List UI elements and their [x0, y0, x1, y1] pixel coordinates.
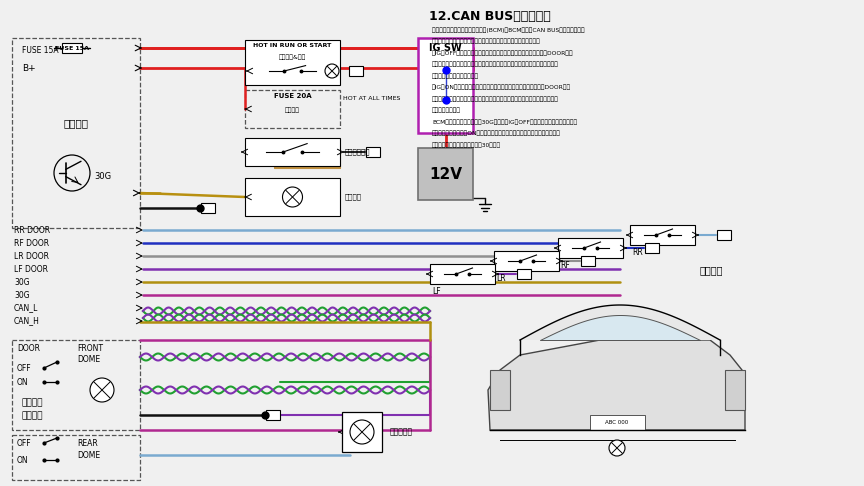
Text: 車門開關: 車門開關: [700, 265, 723, 275]
Text: 當IG在OFF狀態，車身電腦接收到任一車門開啟訊號，室內燈模組在DOOR位置: 當IG在OFF狀態，車身電腦接收到任一車門開啟訊號，室內燈模組在DOOR位置: [432, 50, 574, 55]
Bar: [245, 90, 340, 128]
Text: 置物箱燈&閱讀: 置物箱燈&閱讀: [279, 54, 306, 60]
Text: DOOR: DOOR: [17, 344, 40, 352]
Text: 起，當然現代的決車室內燈模組還典任其它功能，如天窗控制等等。: 起，當然現代的決車室內燈模組還典任其它功能，如天窗控制等等。: [432, 38, 541, 44]
Text: 後車廂燈開關: 後車廂燈開關: [345, 149, 371, 156]
Bar: [62, 43, 82, 53]
Text: ON: ON: [17, 455, 29, 465]
Text: DOME: DOME: [77, 354, 100, 364]
Text: LF: LF: [432, 287, 441, 296]
Text: 車輝沒電，燄燈延遲時間可來到30分鐘。: 車輝沒電，燄燈延遲時間可來到30分鐘。: [432, 142, 501, 148]
Text: 控制模組: 控制模組: [22, 412, 42, 420]
Bar: [366, 147, 380, 157]
Text: OFF: OFF: [17, 364, 32, 372]
Text: 後車內頂燈: 後車內頂燈: [390, 428, 413, 436]
Bar: [590, 415, 645, 430]
Bar: [342, 412, 382, 452]
Text: 12V: 12V: [429, 167, 462, 181]
Bar: [12, 340, 140, 430]
Text: 車內頂燈: 車內頂燈: [22, 399, 42, 407]
Text: LF DOOR: LF DOOR: [14, 264, 48, 274]
Text: RR DOOR: RR DOOR: [14, 226, 50, 235]
Text: 車身電腦: 車身電腦: [63, 118, 88, 128]
Bar: [645, 243, 659, 253]
Bar: [581, 256, 595, 266]
Text: LR: LR: [496, 274, 505, 283]
Bar: [245, 40, 340, 85]
Bar: [266, 410, 280, 420]
Text: FUSE 15A: FUSE 15A: [55, 46, 89, 51]
Text: 30G: 30G: [14, 291, 29, 299]
Text: 當IG在ON狀態，車身電腦接收到任一車門開啟訊號，室內燈模組在DOOR位置: 當IG在ON狀態，車身電腦接收到任一車門開啟訊號，室內燈模組在DOOR位置: [432, 85, 571, 90]
Bar: [717, 230, 731, 240]
Text: DOME: DOME: [77, 451, 100, 459]
Bar: [418, 38, 473, 133]
Text: 30G: 30G: [94, 172, 111, 180]
Bar: [418, 148, 473, 200]
Text: 車門開啟開關訊號連接到車身電腦(BCM)，BCM再經由CAN BUS來控制室內燈亮: 車門開啟開關訊號連接到車身電腦(BCM)，BCM再經由CAN BUS來控制室內燈…: [432, 27, 585, 33]
Text: HOT AT ALL TIMES: HOT AT ALL TIMES: [343, 96, 400, 101]
Polygon shape: [488, 340, 745, 430]
Text: CAN_H: CAN_H: [14, 316, 40, 326]
Bar: [12, 38, 140, 228]
Text: RR: RR: [632, 248, 643, 257]
Bar: [725, 370, 745, 410]
Text: 入或離開車內時的照明時間。: 入或離開車內時的照明時間。: [432, 73, 480, 79]
Text: CAN_L: CAN_L: [14, 303, 38, 312]
Text: 時，室內燈點亮，而當車門開起時，室內燈立即燄滅或僅短時間的延遲燄滅，避: 時，室內燈點亮，而當車門開起時，室內燈立即燄滅或僅短時間的延遲燄滅，避: [432, 96, 559, 102]
Text: HOT IN RUN OR START: HOT IN RUN OR START: [253, 43, 332, 48]
Text: RF DOOR: RF DOOR: [14, 239, 49, 247]
Text: REAR: REAR: [77, 438, 98, 448]
Bar: [245, 138, 340, 166]
Text: 後車廂燈: 後車廂燈: [345, 194, 362, 200]
Bar: [201, 203, 215, 213]
Bar: [349, 66, 363, 76]
Bar: [12, 435, 140, 480]
Bar: [245, 178, 340, 216]
Text: RF: RF: [560, 261, 569, 270]
Text: 保險絲盒: 保險絲盒: [285, 107, 300, 113]
Text: LR DOOR: LR DOOR: [14, 251, 49, 260]
Circle shape: [283, 187, 302, 207]
Text: FUSE 20A: FUSE 20A: [274, 93, 311, 99]
Text: ON: ON: [17, 378, 29, 386]
Circle shape: [609, 440, 625, 456]
Circle shape: [350, 420, 374, 444]
Text: 30G: 30G: [14, 278, 29, 287]
Text: IG SW: IG SW: [429, 43, 462, 53]
Text: 時，室內燈點亮，而當車門開起時，室內燈延遲一段時間後燄滅，以提供足夠進: 時，室內燈點亮，而當車門開起時，室內燈延遲一段時間後燄滅，以提供足夠進: [432, 62, 559, 67]
Text: ABC 000: ABC 000: [606, 419, 629, 424]
Bar: [430, 264, 495, 284]
Text: B+: B+: [22, 64, 35, 72]
Text: BCM供應給室內燈及其它燈30G電源，當IG在OFF時便開始計時中斷，是為了避: BCM供應給室內燈及其它燈30G電源，當IG在OFF時便開始計時中斷，是為了避: [432, 119, 577, 124]
Bar: [517, 269, 531, 279]
Text: 12.CAN BUS室內燈系統: 12.CAN BUS室內燈系統: [429, 10, 551, 23]
Text: FRONT: FRONT: [77, 344, 103, 352]
Text: 免妨礙駕駛行車。: 免妨礙駕駛行車。: [432, 107, 461, 113]
Circle shape: [90, 378, 114, 402]
Text: 免室內燈模組開關切到ON時或某開關故障，造成室內燈或其它燈一直點亮造成: 免室內燈模組開關切到ON時或某開關故障，造成室內燈或其它燈一直點亮造成: [432, 131, 561, 136]
Bar: [490, 370, 510, 410]
Text: FUSE 15A: FUSE 15A: [22, 46, 59, 54]
Bar: [558, 238, 623, 258]
Text: OFF: OFF: [17, 438, 32, 448]
Bar: [630, 225, 695, 245]
Circle shape: [325, 64, 339, 78]
Bar: [494, 251, 559, 271]
